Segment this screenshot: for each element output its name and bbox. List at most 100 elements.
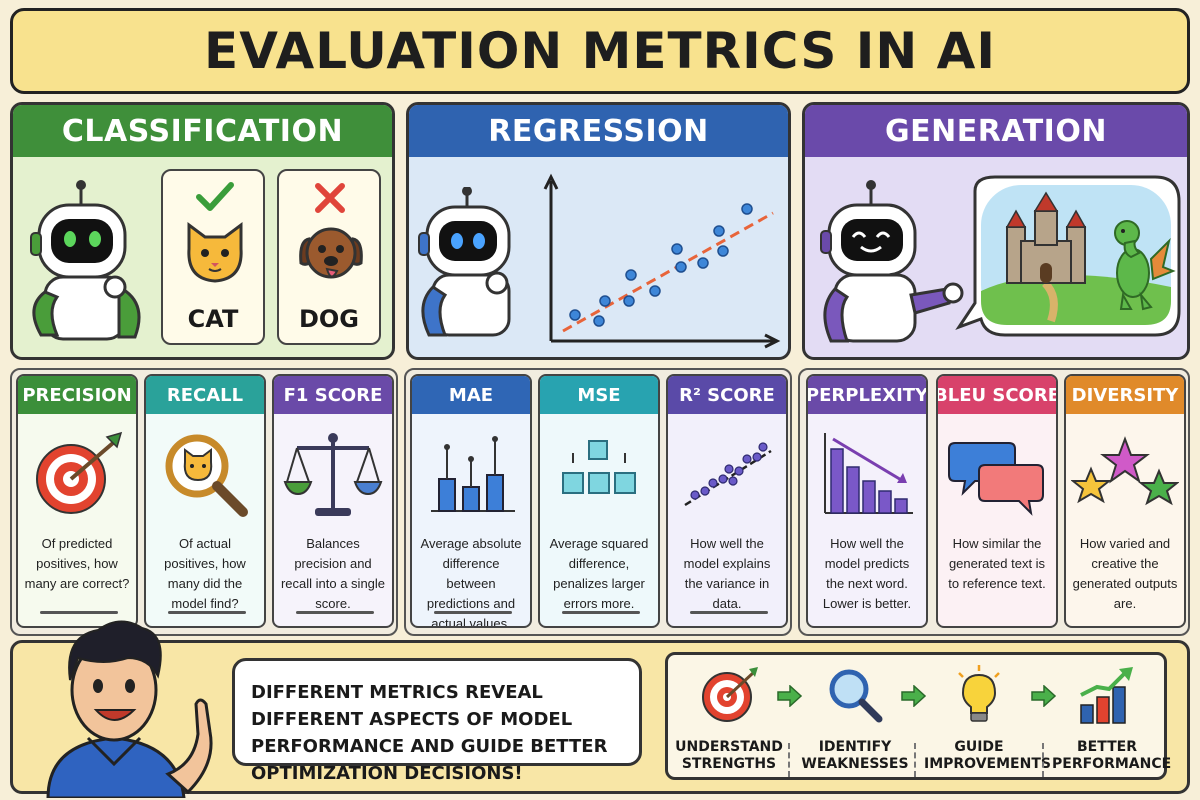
mse-icon-wrap (540, 414, 658, 534)
cat-icon (187, 222, 243, 283)
robot-smiling-icon (820, 180, 964, 343)
speech-bubble: DIFFERENT METRICS REVEAL DIFFERENT ASPEC… (232, 658, 642, 784)
growth-chart-icon (1080, 667, 1133, 724)
bleu-score-card: BLEU SCORE How similar the generated tex… (936, 374, 1058, 628)
step-divider (914, 743, 916, 777)
speech-message: DIFFERENT METRICS REVEAL DIFFERENT ASPEC… (251, 682, 608, 784)
mae-icon-wrap (412, 414, 530, 534)
classification-panel: CLASSIFICATION (10, 102, 395, 360)
perplexity-header: PERPLEXITY (808, 376, 926, 414)
bleu-score-header: BLEU SCORE (938, 376, 1056, 414)
step-understand-strengths: UNDERSTAND STRENGTHS (674, 655, 784, 779)
f1-score-icon-wrap (274, 414, 392, 534)
diversity-header: DIVERSITY (1066, 376, 1184, 414)
mae-description: Average absolute difference between pred… (420, 536, 522, 628)
regression-title: REGRESSION (488, 113, 709, 149)
scatter-fit-icon (684, 442, 772, 507)
mse-description: Average squared difference, penalizes la… (549, 536, 649, 611)
squares-icon (562, 440, 636, 494)
classification-body: CAT DOG (13, 157, 392, 357)
step-identify-weaknesses: IDENTIFY WEAKNESSES (800, 655, 910, 779)
f1-score-header: F1 SCORE (274, 376, 392, 414)
step-label: GUIDE IMPROVEMENTS (924, 739, 1051, 772)
underline-decoration (690, 611, 768, 614)
recall-description: Of actual positives, how many did the mo… (164, 536, 246, 611)
bleu-score-title: BLEU SCORE (936, 384, 1058, 406)
dog-icon (299, 227, 363, 279)
regression-panel: REGRESSION (406, 102, 791, 360)
dog-card: DOG (277, 169, 381, 345)
r2-score-description: How well the model explains the variance… (683, 536, 771, 611)
descending-bars-icon (824, 433, 913, 514)
precision-card: PRECISION Of predicted positives, how ma… (16, 374, 138, 628)
bleu-score-description: How similar the generated text is to ref… (948, 536, 1046, 591)
arrow-right-icon (777, 685, 802, 707)
underline-decoration (434, 611, 512, 614)
mae-header: MAE (412, 376, 530, 414)
chat-bubbles-icon (948, 442, 1044, 516)
classification-header: CLASSIFICATION (13, 105, 392, 157)
process-steps-panel: UNDERSTAND STRENGTHS IDENTIFY WEAKNESSES… (665, 652, 1172, 780)
cat-card: CAT (161, 169, 265, 345)
mse-header: MSE (540, 376, 658, 414)
mse-title: MSE (577, 384, 621, 406)
scale-icon (283, 433, 383, 516)
mae-card: MAE Average absolute difference between … (410, 374, 532, 628)
mse-card: MSE Average squared difference, penalize… (538, 374, 660, 628)
recall-icon-wrap (146, 414, 264, 534)
page-title: EVALUATION METRICS IN AI (204, 22, 996, 80)
diversity-icon-wrap (1066, 414, 1184, 534)
target-icon (702, 667, 758, 722)
magnifier-icon (165, 434, 248, 517)
generation-header: GENERATION (805, 105, 1187, 157)
title-banner: EVALUATION METRICS IN AI (10, 8, 1190, 94)
r2-score-header: R² SCORE (668, 376, 786, 414)
diversity-card: DIVERSITY How varied and creative the ge… (1064, 374, 1186, 628)
precision-header: PRECISION (18, 376, 136, 414)
generation-panel: GENERATION (802, 102, 1190, 360)
arrow-right-icon (901, 685, 926, 707)
f1-score-card: F1 SCORE Balances precision and recall i… (272, 374, 394, 628)
regression-header: REGRESSION (409, 105, 788, 157)
step-label: UNDERSTAND STRENGTHS (675, 739, 783, 772)
step-guide-improvements: GUIDE IMPROVEMENTS (924, 655, 1051, 779)
underline-decoration (562, 611, 640, 614)
underline-decoration (168, 611, 246, 614)
perplexity-card: PERPLEXITY How well the model predicts t… (806, 374, 928, 628)
bar-error-icon (431, 436, 515, 512)
dog-label: DOG (298, 305, 360, 333)
generation-title: GENERATION (885, 113, 1107, 149)
lightbulb-icon (958, 665, 1000, 722)
mae-title: MAE (448, 384, 494, 406)
step-label: BETTER PERFORMANCE (1052, 739, 1172, 772)
precision-description: Of predicted positives, how many are cor… (24, 536, 130, 591)
magnifier-icon (829, 669, 883, 723)
person-pointing-icon (46, 620, 213, 798)
diversity-description: How varied and creative the generated ou… (1072, 536, 1178, 611)
castle-dragon-bubble-icon (955, 175, 1181, 337)
precision-icon-wrap (18, 414, 136, 534)
step-label: IDENTIFY WEAKNESSES (801, 739, 909, 772)
step-divider (788, 743, 790, 777)
robot-thinking-icon (30, 180, 141, 341)
generation-body (805, 157, 1187, 357)
robot-thinking-icon (418, 187, 511, 337)
underline-decoration (40, 611, 118, 614)
step-better-performance: BETTER PERFORMANCE (1052, 655, 1172, 779)
cross-icon (315, 183, 345, 213)
diversity-title: DIVERSITY (1071, 384, 1179, 406)
regression-body (409, 157, 788, 357)
underline-decoration (296, 611, 374, 614)
recall-title: RECALL (166, 384, 244, 406)
perplexity-title: PERPLEXITY (806, 384, 928, 406)
r2-score-card: R² SCORE How well the model explains the… (666, 374, 788, 628)
target-icon (36, 431, 123, 514)
r2-score-icon-wrap (668, 414, 786, 534)
classification-title: CLASSIFICATION (61, 113, 344, 149)
f1-score-title: F1 SCORE (283, 384, 383, 406)
f1-score-description: Balances precision and recall into a sin… (280, 536, 386, 611)
recall-header: RECALL (146, 376, 264, 414)
arrow-right-icon (1031, 685, 1056, 707)
perplexity-description: How well the model predicts the next wor… (822, 536, 912, 611)
step-divider (1042, 743, 1044, 777)
